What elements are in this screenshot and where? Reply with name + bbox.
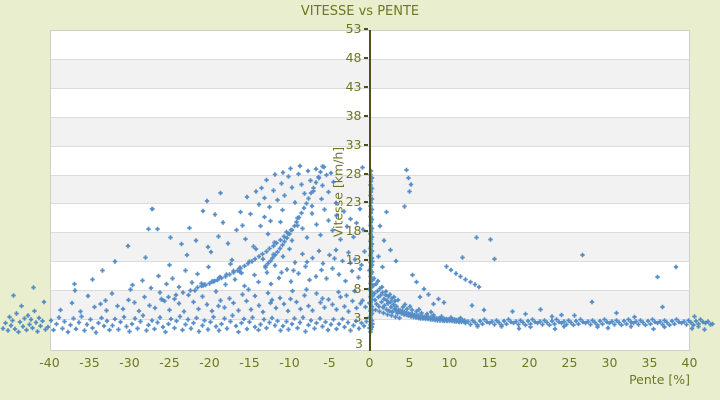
- x-tick-label: 5: [405, 355, 414, 370]
- y-tick-mark: [363, 288, 368, 291]
- y-tick-mark: [363, 28, 368, 30]
- chart-title: VITESSE vs PENTE: [300, 4, 420, 19]
- x-tick-label: 40: [681, 355, 698, 370]
- x-tick-label: -25: [159, 355, 180, 370]
- y-axis-min-label: 3: [355, 336, 363, 351]
- y-tick-mark: [363, 201, 368, 204]
- x-tick-label: -15: [239, 355, 260, 370]
- scatter-points: [0, 163, 715, 335]
- x-tick-label: 0: [365, 355, 374, 370]
- y-tick-label: 8: [353, 281, 362, 297]
- y-tick-mark: [363, 259, 368, 262]
- x-tick-label: 15: [481, 355, 498, 370]
- y-tick-mark: [363, 317, 368, 319]
- x-tick-label: -10: [279, 355, 300, 370]
- y-tick-mark: [363, 114, 368, 117]
- y-tick-label: 38: [345, 107, 362, 123]
- y-tick-label: 23: [345, 194, 362, 210]
- x-tick-label: -30: [119, 355, 140, 370]
- y-tick-mark: [363, 85, 368, 88]
- y-tick-label: 33: [345, 136, 362, 152]
- y-tick-label: 28: [345, 165, 362, 181]
- x-tick-label: 20: [521, 355, 538, 370]
- x-tick-label: 35: [641, 355, 658, 370]
- x-tick-label: -35: [79, 355, 100, 370]
- x-tick-label: 30: [601, 355, 618, 370]
- y-tick-mark: [363, 56, 368, 59]
- y-tick-label: 18: [345, 223, 362, 239]
- y-tick-mark: [363, 143, 368, 146]
- y-tick-label: 3: [353, 310, 362, 325]
- y-axis-line: [368, 30, 371, 351]
- x-tick-label: -5: [323, 355, 336, 370]
- y-tick-label: 43: [345, 78, 362, 94]
- x-tick-label: -40: [39, 355, 60, 370]
- x-tick-label: 25: [561, 355, 578, 370]
- y-tick-mark: [363, 172, 368, 175]
- y-tick-label: 13: [345, 252, 362, 268]
- x-axis-title: Pente [%]: [629, 372, 690, 387]
- y-tick-label: 48: [345, 49, 362, 65]
- y-tick-label: 53: [345, 21, 362, 36]
- y-tick-mark: [363, 230, 368, 233]
- x-tick-label: -20: [199, 355, 220, 370]
- x-tick-label: 10: [441, 355, 458, 370]
